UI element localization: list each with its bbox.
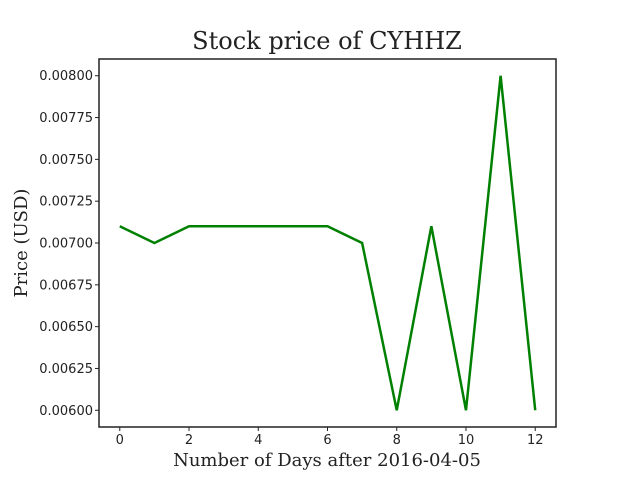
chart-title: Stock price of CYHHZ: [192, 27, 462, 55]
x-tick-label: 10: [458, 433, 475, 448]
x-tick-label: 6: [323, 433, 331, 448]
x-tick-label: 4: [254, 433, 262, 448]
x-tick-label: 12: [527, 433, 544, 448]
y-tick-label: 0.00800: [39, 69, 93, 84]
y-tick-label: 0.00600: [39, 404, 93, 419]
axes-frame: [98, 58, 557, 428]
y-axis-label: Price (USD): [11, 189, 32, 298]
y-tick-label: 0.00700: [39, 237, 93, 252]
x-axis-label: Number of Days after 2016-04-05: [173, 450, 481, 471]
series-line-0: [119, 75, 537, 411]
y-tick-label: 0.00725: [39, 195, 93, 210]
y-tick-label: 0.00675: [39, 278, 93, 293]
y-tick-label: 0.00775: [39, 111, 93, 126]
y-tick-label: 0.00650: [39, 320, 93, 335]
y-tick-label: 0.00625: [39, 362, 93, 377]
y-tick-label: 0.00750: [39, 153, 93, 168]
x-tick-label: 2: [185, 433, 193, 448]
x-tick-label: 8: [393, 433, 401, 448]
plot-area: 0 2 4 6 8 10 12 0.00600 0.00625 0.00650 0.00675 0.0…: [39, 58, 557, 448]
x-tick-label: 0: [116, 433, 124, 448]
